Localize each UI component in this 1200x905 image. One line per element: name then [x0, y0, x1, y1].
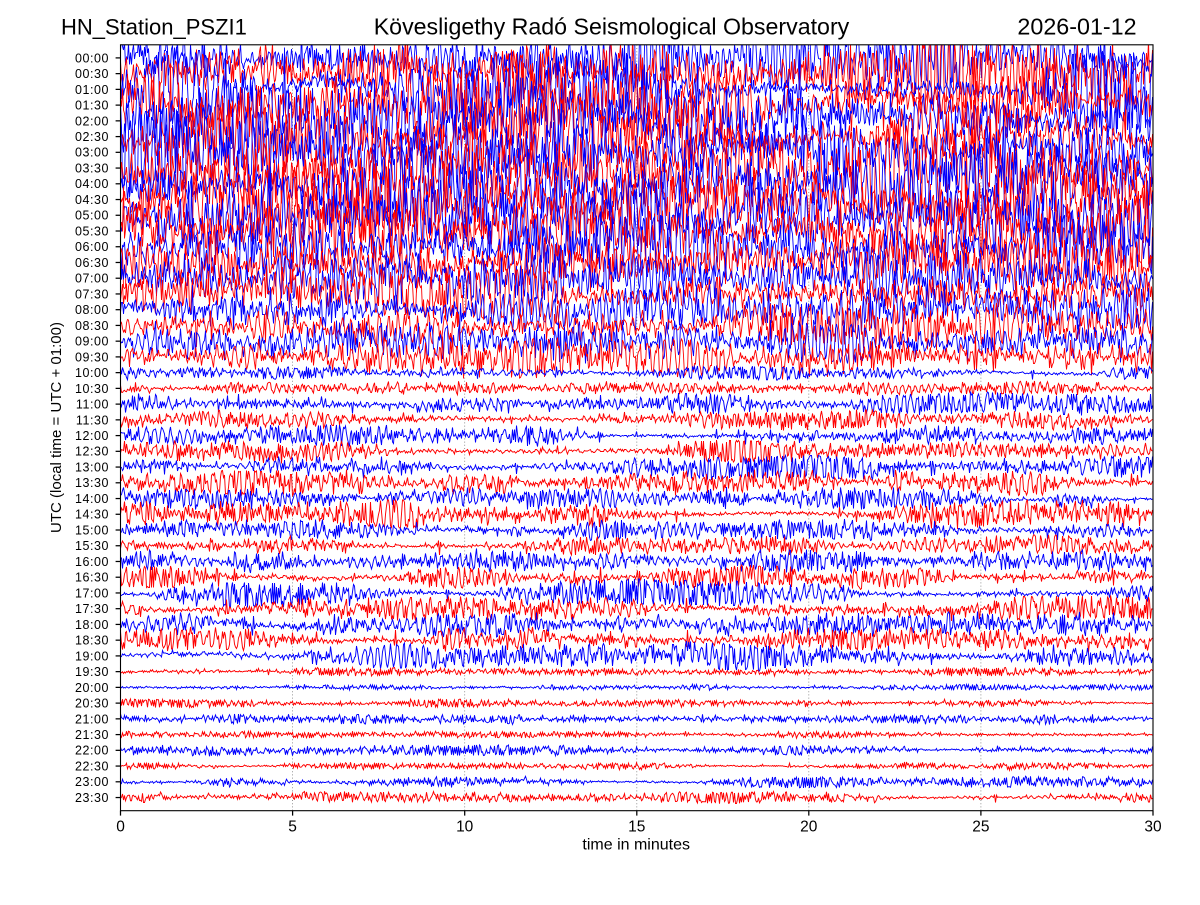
svg-text:01:30: 01:30: [75, 99, 109, 113]
svg-text:00:00: 00:00: [75, 51, 109, 65]
svg-text:23:00: 23:00: [75, 775, 109, 789]
svg-text:08:00: 08:00: [75, 303, 109, 317]
svg-text:11:30: 11:30: [76, 413, 109, 427]
svg-text:20:30: 20:30: [75, 697, 109, 711]
svg-text:04:00: 04:00: [75, 177, 109, 191]
svg-text:14:30: 14:30: [75, 508, 109, 522]
svg-text:20:00: 20:00: [75, 681, 109, 695]
svg-text:10:00: 10:00: [75, 366, 109, 380]
svg-text:07:30: 07:30: [75, 287, 109, 301]
svg-text:10: 10: [456, 818, 474, 835]
svg-text:19:00: 19:00: [75, 649, 109, 663]
svg-text:19:30: 19:30: [75, 665, 109, 679]
svg-text:16:30: 16:30: [75, 571, 109, 585]
svg-text:03:00: 03:00: [75, 146, 109, 160]
svg-text:08:30: 08:30: [75, 319, 109, 333]
svg-text:25: 25: [972, 818, 989, 835]
svg-text:0: 0: [116, 818, 125, 835]
svg-text:09:30: 09:30: [75, 350, 109, 364]
svg-text:30: 30: [1144, 818, 1162, 835]
svg-text:15: 15: [628, 818, 645, 835]
svg-text:17:00: 17:00: [75, 586, 109, 600]
svg-text:13:00: 13:00: [75, 460, 109, 474]
svg-text:02:00: 02:00: [75, 114, 109, 128]
svg-text:15:00: 15:00: [75, 523, 109, 537]
svg-text:12:30: 12:30: [75, 445, 109, 459]
svg-text:18:30: 18:30: [75, 634, 109, 648]
svg-text:22:30: 22:30: [75, 759, 109, 773]
svg-text:05:00: 05:00: [75, 209, 109, 223]
svg-text:HN_Station_PSZI1: HN_Station_PSZI1: [61, 15, 247, 40]
svg-text:time in minutes: time in minutes: [582, 836, 690, 853]
svg-text:04:30: 04:30: [75, 193, 109, 207]
svg-text:06:00: 06:00: [75, 240, 109, 254]
svg-text:10:30: 10:30: [75, 382, 109, 396]
svg-text:09:00: 09:00: [75, 335, 109, 349]
svg-text:20: 20: [800, 818, 818, 835]
svg-text:21:30: 21:30: [75, 728, 109, 742]
svg-text:16:00: 16:00: [75, 555, 109, 569]
svg-text:12:00: 12:00: [75, 429, 109, 443]
svg-text:UTC (local time = UTC + 01:00): UTC (local time = UTC + 01:00): [48, 322, 65, 533]
svg-text:07:00: 07:00: [75, 272, 109, 286]
svg-text:21:00: 21:00: [75, 712, 109, 726]
svg-text:2026-01-12: 2026-01-12: [1017, 14, 1136, 40]
svg-text:02:30: 02:30: [75, 130, 109, 144]
svg-text:00:30: 00:30: [75, 67, 109, 81]
svg-text:23:30: 23:30: [75, 791, 109, 805]
svg-text:18:00: 18:00: [75, 618, 109, 632]
svg-text:Kövesligethy Radó Seismologica: Kövesligethy Radó Seismological Observat…: [374, 14, 850, 40]
svg-text:05:30: 05:30: [75, 224, 109, 238]
svg-text:13:30: 13:30: [75, 476, 109, 490]
svg-text:14:00: 14:00: [75, 492, 109, 506]
svg-text:17:30: 17:30: [75, 602, 109, 616]
svg-text:22:00: 22:00: [75, 744, 109, 758]
svg-text:01:00: 01:00: [75, 83, 109, 97]
svg-text:15:30: 15:30: [75, 539, 109, 553]
svg-text:5: 5: [288, 818, 297, 835]
svg-text:06:30: 06:30: [75, 256, 109, 270]
svg-text:03:30: 03:30: [75, 161, 109, 175]
svg-text:11:00: 11:00: [76, 398, 109, 412]
